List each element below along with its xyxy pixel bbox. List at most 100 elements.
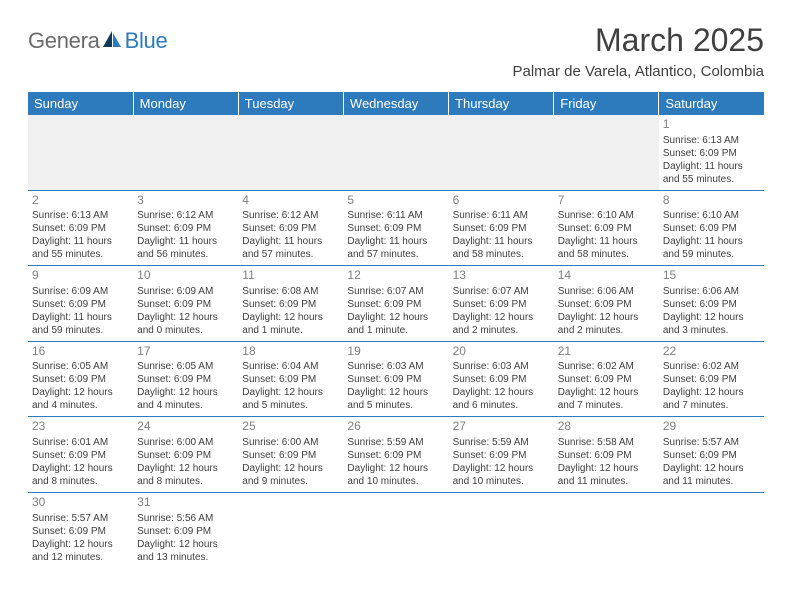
day-number: 16 bbox=[32, 344, 129, 360]
daylight-text: Daylight: 11 hours bbox=[137, 235, 234, 248]
calendar-empty-cell bbox=[133, 115, 238, 190]
calendar-empty-cell bbox=[238, 492, 343, 567]
sunrise-text: Sunrise: 6:05 AM bbox=[137, 360, 234, 373]
daylight-text: and 8 minutes. bbox=[137, 475, 234, 488]
sunrise-text: Sunrise: 6:10 AM bbox=[663, 209, 760, 222]
day-number: 11 bbox=[242, 268, 339, 284]
sunrise-text: Sunrise: 6:09 AM bbox=[137, 285, 234, 298]
daylight-text: Daylight: 12 hours bbox=[453, 386, 550, 399]
sunrise-text: Sunrise: 5:58 AM bbox=[558, 436, 655, 449]
sunrise-text: Sunrise: 6:03 AM bbox=[347, 360, 444, 373]
location: Palmar de Varela, Atlantico, Colombia bbox=[512, 63, 764, 80]
sunset-text: Sunset: 6:09 PM bbox=[32, 373, 129, 386]
sunset-text: Sunset: 6:09 PM bbox=[663, 222, 760, 235]
daylight-text: Daylight: 12 hours bbox=[137, 386, 234, 399]
sunset-text: Sunset: 6:09 PM bbox=[663, 373, 760, 386]
day-number: 29 bbox=[663, 419, 760, 435]
daylight-text: Daylight: 12 hours bbox=[663, 311, 760, 324]
day-number: 2 bbox=[32, 193, 129, 209]
day-number: 1 bbox=[663, 117, 760, 133]
calendar-day-cell: 30Sunrise: 5:57 AMSunset: 6:09 PMDayligh… bbox=[28, 492, 133, 567]
sunset-text: Sunset: 6:09 PM bbox=[558, 449, 655, 462]
sunrise-text: Sunrise: 6:00 AM bbox=[242, 436, 339, 449]
sunset-text: Sunset: 6:09 PM bbox=[32, 449, 129, 462]
sunset-text: Sunset: 6:09 PM bbox=[558, 222, 655, 235]
day-number: 12 bbox=[347, 268, 444, 284]
calendar-day-cell: 13Sunrise: 6:07 AMSunset: 6:09 PMDayligh… bbox=[449, 266, 554, 342]
daylight-text: and 7 minutes. bbox=[558, 399, 655, 412]
daylight-text: and 59 minutes. bbox=[32, 324, 129, 337]
daylight-text: Daylight: 12 hours bbox=[558, 462, 655, 475]
daylight-text: Daylight: 12 hours bbox=[347, 462, 444, 475]
sunrise-text: Sunrise: 6:02 AM bbox=[663, 360, 760, 373]
daylight-text: Daylight: 11 hours bbox=[32, 235, 129, 248]
sunrise-text: Sunrise: 6:11 AM bbox=[347, 209, 444, 222]
sunset-text: Sunset: 6:09 PM bbox=[663, 147, 760, 160]
daylight-text: Daylight: 12 hours bbox=[137, 462, 234, 475]
calendar-day-cell: 28Sunrise: 5:58 AMSunset: 6:09 PMDayligh… bbox=[554, 417, 659, 493]
daylight-text: and 0 minutes. bbox=[137, 324, 234, 337]
calendar-day-cell: 27Sunrise: 5:59 AMSunset: 6:09 PMDayligh… bbox=[449, 417, 554, 493]
daylight-text: and 10 minutes. bbox=[347, 475, 444, 488]
daylight-text: Daylight: 12 hours bbox=[347, 386, 444, 399]
sunrise-text: Sunrise: 6:11 AM bbox=[453, 209, 550, 222]
daylight-text: Daylight: 12 hours bbox=[242, 311, 339, 324]
logo-text-1: Genera bbox=[28, 28, 100, 54]
calendar-day-cell: 25Sunrise: 6:00 AMSunset: 6:09 PMDayligh… bbox=[238, 417, 343, 493]
daylight-text: and 5 minutes. bbox=[347, 399, 444, 412]
sunrise-text: Sunrise: 5:57 AM bbox=[663, 436, 760, 449]
calendar-week-row: 9Sunrise: 6:09 AMSunset: 6:09 PMDaylight… bbox=[28, 266, 764, 342]
day-number: 3 bbox=[137, 193, 234, 209]
sunset-text: Sunset: 6:09 PM bbox=[242, 449, 339, 462]
day-number: 15 bbox=[663, 268, 760, 284]
calendar-day-cell: 17Sunrise: 6:05 AMSunset: 6:09 PMDayligh… bbox=[133, 341, 238, 417]
sunrise-text: Sunrise: 6:12 AM bbox=[242, 209, 339, 222]
sunset-text: Sunset: 6:09 PM bbox=[558, 298, 655, 311]
calendar-day-cell: 4Sunrise: 6:12 AMSunset: 6:09 PMDaylight… bbox=[238, 190, 343, 266]
calendar-table: SundayMondayTuesdayWednesdayThursdayFrid… bbox=[28, 92, 764, 568]
daylight-text: Daylight: 12 hours bbox=[137, 538, 234, 551]
day-number: 20 bbox=[453, 344, 550, 360]
daylight-text: Daylight: 11 hours bbox=[242, 235, 339, 248]
daylight-text: Daylight: 12 hours bbox=[32, 386, 129, 399]
day-number: 30 bbox=[32, 495, 129, 511]
sunset-text: Sunset: 6:09 PM bbox=[347, 373, 444, 386]
sunset-text: Sunset: 6:09 PM bbox=[453, 373, 550, 386]
day-number: 26 bbox=[347, 419, 444, 435]
calendar-day-cell: 2Sunrise: 6:13 AMSunset: 6:09 PMDaylight… bbox=[28, 190, 133, 266]
calendar-day-cell: 21Sunrise: 6:02 AMSunset: 6:09 PMDayligh… bbox=[554, 341, 659, 417]
daylight-text: and 2 minutes. bbox=[558, 324, 655, 337]
calendar-day-cell: 9Sunrise: 6:09 AMSunset: 6:09 PMDaylight… bbox=[28, 266, 133, 342]
sunrise-text: Sunrise: 6:04 AM bbox=[242, 360, 339, 373]
daylight-text: Daylight: 12 hours bbox=[663, 386, 760, 399]
daylight-text: and 11 minutes. bbox=[558, 475, 655, 488]
day-number: 13 bbox=[453, 268, 550, 284]
calendar-day-cell: 8Sunrise: 6:10 AMSunset: 6:09 PMDaylight… bbox=[659, 190, 764, 266]
sunrise-text: Sunrise: 6:09 AM bbox=[32, 285, 129, 298]
sunset-text: Sunset: 6:09 PM bbox=[242, 222, 339, 235]
calendar-day-cell: 6Sunrise: 6:11 AMSunset: 6:09 PMDaylight… bbox=[449, 190, 554, 266]
sunrise-text: Sunrise: 6:07 AM bbox=[347, 285, 444, 298]
daylight-text: and 4 minutes. bbox=[32, 399, 129, 412]
calendar-week-row: 30Sunrise: 5:57 AMSunset: 6:09 PMDayligh… bbox=[28, 492, 764, 567]
sunset-text: Sunset: 6:09 PM bbox=[137, 373, 234, 386]
daylight-text: and 12 minutes. bbox=[32, 551, 129, 564]
daylight-text: Daylight: 12 hours bbox=[453, 311, 550, 324]
sunrise-text: Sunrise: 5:59 AM bbox=[453, 436, 550, 449]
daylight-text: and 9 minutes. bbox=[242, 475, 339, 488]
sunset-text: Sunset: 6:09 PM bbox=[558, 373, 655, 386]
calendar-day-cell: 20Sunrise: 6:03 AMSunset: 6:09 PMDayligh… bbox=[449, 341, 554, 417]
day-number: 8 bbox=[663, 193, 760, 209]
daylight-text: and 4 minutes. bbox=[137, 399, 234, 412]
calendar-day-cell: 7Sunrise: 6:10 AMSunset: 6:09 PMDaylight… bbox=[554, 190, 659, 266]
daylight-text: Daylight: 11 hours bbox=[663, 235, 760, 248]
sunrise-text: Sunrise: 6:01 AM bbox=[32, 436, 129, 449]
weekday-header: Saturday bbox=[659, 92, 764, 115]
sunset-text: Sunset: 6:09 PM bbox=[453, 298, 550, 311]
sunrise-text: Sunrise: 6:06 AM bbox=[663, 285, 760, 298]
daylight-text: and 57 minutes. bbox=[242, 248, 339, 261]
sunrise-text: Sunrise: 5:59 AM bbox=[347, 436, 444, 449]
sunset-text: Sunset: 6:09 PM bbox=[347, 449, 444, 462]
daylight-text: Daylight: 11 hours bbox=[558, 235, 655, 248]
daylight-text: and 1 minute. bbox=[347, 324, 444, 337]
